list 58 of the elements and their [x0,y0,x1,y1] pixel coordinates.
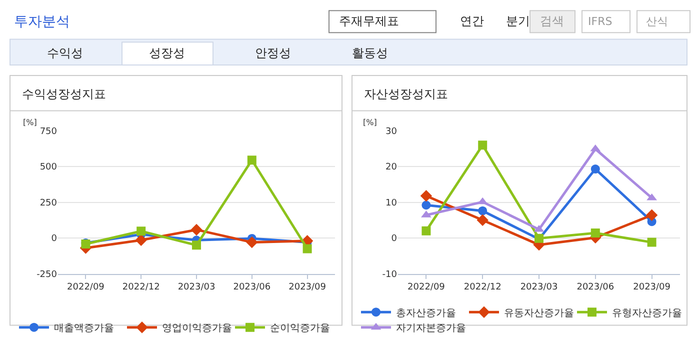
x-tick-label: 2023/03 [178,282,216,293]
legend-label: 매출액증가율 [54,323,114,334]
point [422,200,431,210]
legend-label: 영업이익증가율 [162,323,232,334]
y-tick-label: 20 [386,162,398,173]
x-tick-label: 2023/06 [576,282,614,293]
point [646,209,658,221]
y-tick-label: 0 [51,234,58,244]
x-tick-label: 2023/06 [233,282,271,293]
point [590,164,600,174]
y-axis-title: [%] [363,118,377,127]
y-tick-label: 750 [40,126,58,137]
point [478,206,488,216]
x-tick-label: 2022/09 [67,282,105,293]
point [422,226,431,236]
text: IFRS [588,15,612,28]
y-tick-label: 30 [386,126,398,137]
point [647,238,656,247]
legend-label: 순이익증가율 [270,323,330,334]
text: 검색 [540,14,564,28]
point [476,214,488,226]
text: 성장성 [149,46,185,60]
legend-label: 총자산증가율 [396,308,456,319]
x-tick-label: 2023/09 [288,282,326,293]
text: 산식 [646,15,668,28]
legend-label: 유형자산증가율 [612,308,682,319]
y-tick-label: -250 [36,270,58,280]
point [590,228,600,238]
y-tick-label: 0 [391,234,398,244]
text: 활동성 [352,46,388,60]
y-tick-label: -10 [382,270,398,280]
text: 연간 [460,14,484,28]
x-tick-label: 2022/12 [464,282,502,293]
point [190,224,202,236]
point [420,190,432,202]
text: 주재무제표 [339,14,399,28]
y-tick-label: 10 [386,198,398,208]
chart-title: 자산성장성지표 [364,87,448,101]
point [478,140,488,150]
text: 안정성 [255,46,291,60]
point [302,244,312,254]
y-tick-label: 500 [40,162,58,173]
point [646,193,657,200]
text: 수익성 [47,46,83,60]
y-tick-label: 250 [40,198,58,208]
y-axis-title: [%] [23,118,37,127]
point [246,236,258,248]
x-tick-label: 2022/09 [408,282,446,293]
legend-label: 유동자산증가율 [504,308,574,319]
x-tick-label: 2022/12 [122,282,160,293]
point [192,240,201,250]
legend-label: 자기자본증가율 [396,323,466,334]
text: 투자분석 [14,14,70,30]
chart-title: 수익성장성지표 [22,87,106,101]
point [247,156,256,165]
text: 분기 [506,14,530,28]
x-tick-label: 2023/03 [520,282,558,293]
x-tick-label: 2023/09 [633,282,671,293]
